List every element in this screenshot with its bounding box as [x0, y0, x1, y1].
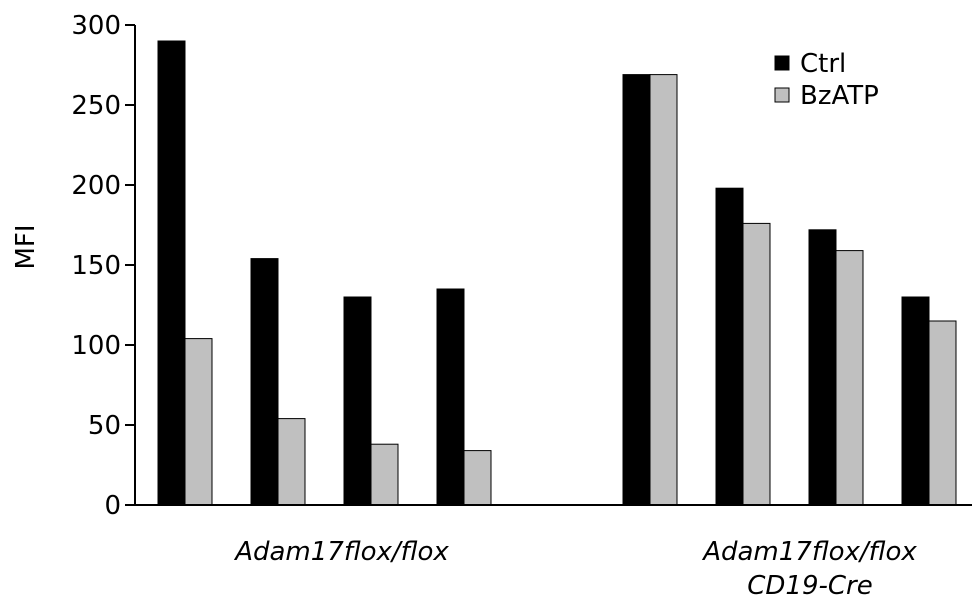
bar-ctrl: [715, 187, 744, 506]
bars: [157, 40, 957, 506]
bar-ctrl: [157, 40, 186, 506]
bar-ctrl: [436, 288, 465, 506]
bar-bzatp: [835, 250, 864, 506]
y-tick-label: 150: [71, 251, 121, 281]
bar-bzatp: [649, 74, 678, 506]
bar-bzatp: [277, 418, 306, 506]
bar-bzatp: [370, 443, 399, 506]
bar-bzatp: [463, 450, 492, 506]
group-label: CD19-Cre: [747, 571, 872, 601]
bar-bzatp: [928, 320, 957, 506]
bar-ctrl: [343, 296, 372, 506]
legend-label: Ctrl: [800, 49, 846, 79]
group-label: Adam17flox/flox: [233, 537, 449, 567]
legend-label: BzATP: [800, 81, 879, 111]
y-axis-title: MFI: [11, 224, 41, 269]
y-tick-label: 0: [104, 491, 121, 521]
y-axis: 0 50 100 150 200 250 300: [71, 11, 136, 521]
legend-swatch: [774, 55, 790, 71]
bar-ctrl: [622, 74, 651, 506]
y-tick-label: 50: [88, 411, 121, 441]
y-tick-label: 300: [71, 11, 121, 41]
bar-ctrl: [250, 258, 279, 506]
bar-ctrl: [808, 229, 837, 506]
y-tick-label: 250: [71, 91, 121, 121]
bar-bzatp: [742, 222, 771, 506]
y-tick-label: 100: [71, 331, 121, 361]
legend-swatch: [774, 87, 790, 103]
group-labels: Adam17flox/flox Adam17flox/flox CD19-Cre: [233, 537, 917, 601]
bar-ctrl: [901, 296, 930, 506]
bar-bzatp: [184, 338, 213, 506]
y-tick-label: 200: [71, 171, 121, 201]
group-label: Adam17flox/flox: [701, 537, 917, 567]
